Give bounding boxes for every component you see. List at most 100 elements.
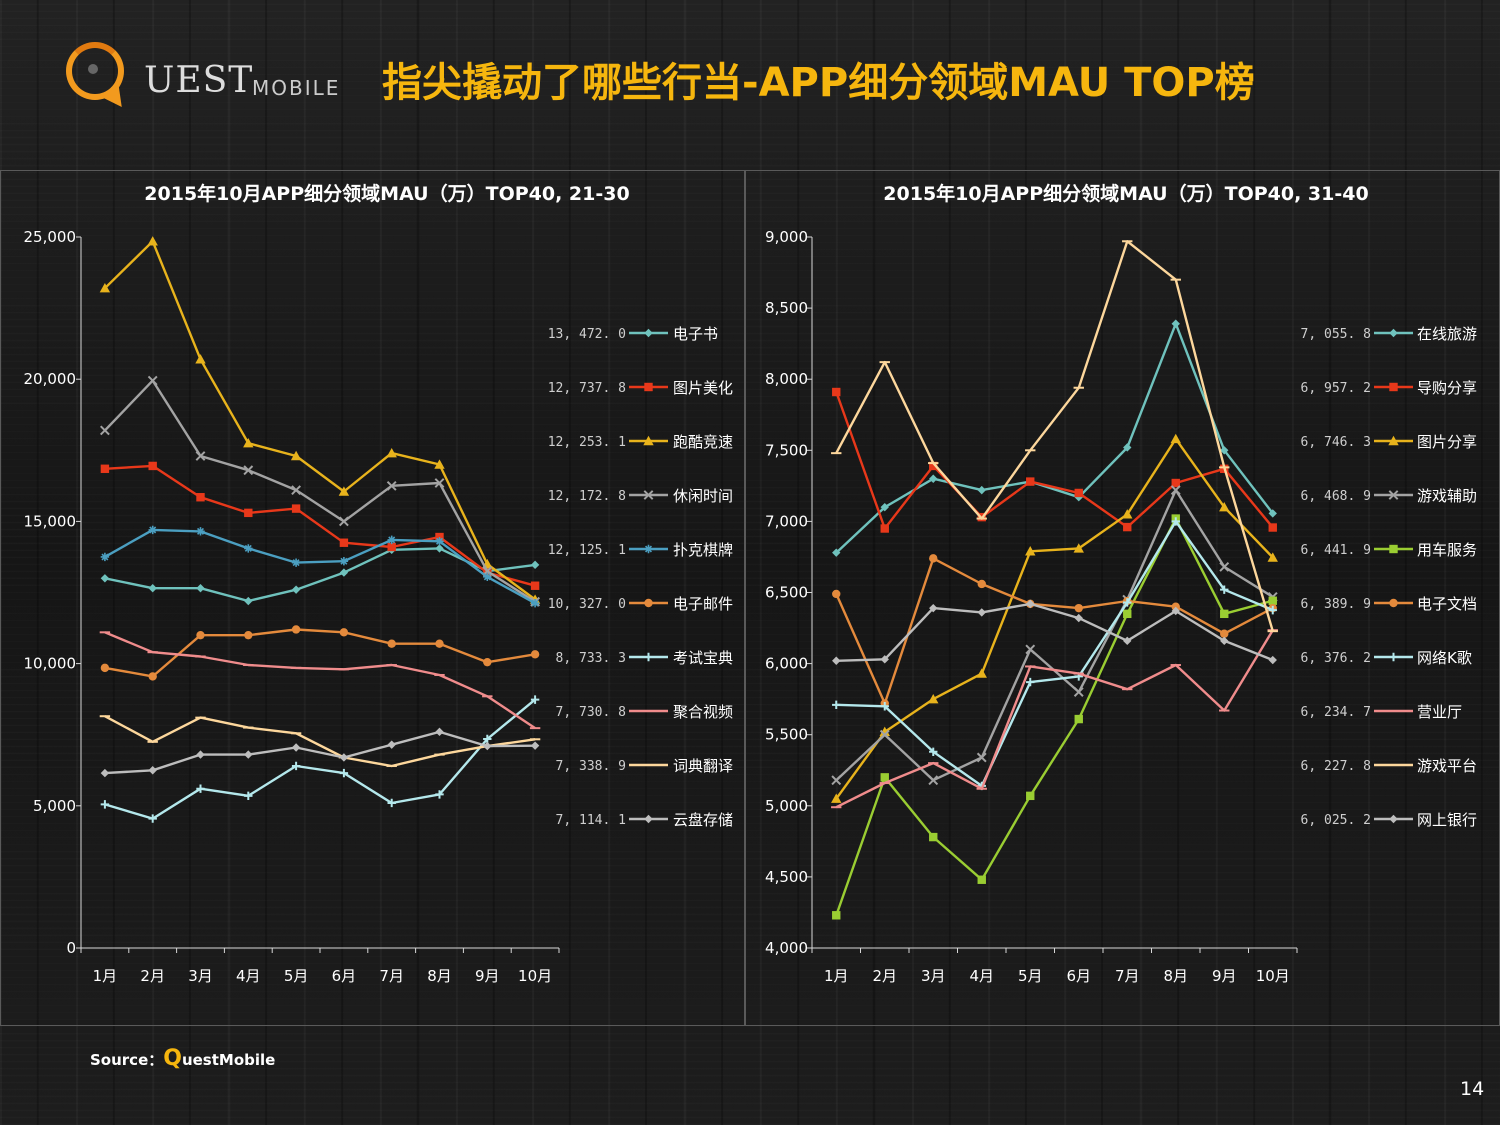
data-point [339, 753, 349, 762]
data-point [929, 474, 938, 483]
data-point [435, 639, 444, 648]
series-line-7 [835, 629, 1274, 809]
y-tick-label: 5,000 [765, 797, 808, 815]
data-point [196, 527, 205, 536]
data-point [196, 750, 205, 759]
data-point [291, 761, 301, 771]
logo-mobile-text: MOBILE [252, 76, 341, 100]
data-point [244, 508, 253, 518]
data-point [1074, 603, 1083, 613]
data-point [244, 630, 253, 640]
data-point [1170, 433, 1181, 444]
data-point [1073, 543, 1084, 553]
data-point [1220, 629, 1229, 638]
data-point [100, 800, 110, 809]
data-point [196, 630, 205, 640]
data-point [1026, 477, 1035, 486]
data-point [291, 585, 301, 594]
data-point [1123, 522, 1132, 532]
data-point [1268, 596, 1277, 605]
data-point [148, 461, 157, 471]
legend-series-name: 考试宝典 [673, 649, 733, 667]
data-point [1026, 791, 1035, 801]
x-tick-label: 1月 [824, 967, 849, 985]
x-tick-label: 7月 [379, 967, 404, 985]
data-point [1220, 636, 1229, 646]
data-point [100, 663, 110, 673]
data-point [99, 425, 110, 436]
series-line-0 [104, 547, 536, 603]
legend-swatch-marker [1389, 544, 1398, 554]
data-point [434, 459, 445, 469]
series-line-9 [836, 602, 1274, 662]
data-point [148, 672, 157, 681]
data-point [339, 628, 349, 637]
x-tick-label: 8月 [427, 967, 452, 985]
data-point [1073, 687, 1084, 697]
x-tick-label: 9月 [1212, 967, 1237, 985]
data-point [1026, 599, 1035, 609]
y-tick-label: 8,500 [765, 299, 808, 317]
legend-swatch-marker [643, 490, 654, 500]
data-point [977, 485, 986, 495]
data-point [483, 741, 492, 751]
legend-series-name: 电子邮件 [673, 595, 733, 613]
x-tick-label: 5月 [284, 967, 309, 985]
y-tick-label: 7,000 [765, 512, 808, 530]
data-point [483, 572, 492, 582]
data-point [244, 544, 253, 553]
data-point [244, 791, 253, 801]
legend-swatch-marker [1389, 328, 1398, 338]
data-point [100, 574, 110, 583]
data-point [339, 768, 349, 778]
data-point [879, 726, 890, 737]
legend-value-label: 6, 441. 9 [1301, 543, 1371, 558]
data-point [929, 832, 938, 842]
data-point [100, 552, 110, 562]
data-point [244, 750, 253, 759]
legend-series-name: 网络K歌 [1417, 649, 1472, 667]
data-point [1268, 509, 1277, 518]
x-tick-label: 4月 [969, 967, 994, 985]
legend-swatch-marker [644, 598, 653, 608]
data-point [977, 579, 986, 589]
series-line-2 [835, 437, 1274, 800]
source-brand: uestMobile [181, 1051, 276, 1069]
y-tick-label: 8,000 [765, 370, 808, 388]
data-point [1074, 714, 1083, 724]
data-point [196, 784, 205, 793]
legend-swatch-marker [1389, 814, 1398, 824]
data-point [879, 729, 890, 740]
series-line-0 [835, 322, 1274, 554]
y-tick-label: 6,000 [765, 655, 808, 673]
questmobile-logo: UEST MOBILE [64, 40, 354, 120]
legend-value-label: 6, 746. 3 [1301, 435, 1371, 450]
data-point [147, 375, 158, 386]
legend-swatch-marker [644, 652, 653, 662]
legend-value-label: 12, 172. 8 [548, 489, 626, 504]
legend-series-name: 游戏平台 [1417, 757, 1477, 775]
data-point [976, 752, 987, 763]
chart-panel-left: 2015年10月APP细分领域MAU（万）TOP40, 21-30 0 5,000 1… [0, 170, 745, 1026]
data-point [338, 486, 350, 496]
data-point [243, 437, 254, 448]
series-line-2 [104, 240, 536, 601]
data-point [1171, 602, 1180, 611]
legend-series-name: 跑酷竞速 [673, 433, 733, 451]
data-point [100, 768, 110, 778]
data-point [530, 560, 540, 570]
x-tick-label: 6月 [332, 967, 357, 985]
legend-series-name: 电子文档 [1417, 595, 1477, 613]
data-point [1122, 509, 1133, 519]
logo-dot-icon [88, 64, 98, 74]
legend-value-label: 10, 327. 0 [548, 597, 626, 612]
data-point [243, 465, 254, 476]
data-point [1123, 636, 1132, 646]
data-point [929, 461, 938, 471]
data-point [831, 793, 842, 803]
legend-series-name: 图片美化 [673, 379, 733, 397]
data-point [929, 747, 938, 756]
legend-value-label: 6, 376. 2 [1301, 651, 1371, 666]
legend-value-label: 12, 253. 1 [548, 435, 626, 450]
data-point [290, 450, 302, 461]
